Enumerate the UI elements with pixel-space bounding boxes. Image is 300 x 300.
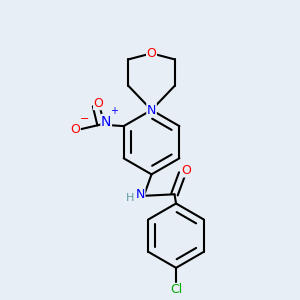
Text: N: N <box>101 115 111 128</box>
Text: Cl: Cl <box>170 284 182 296</box>
Text: O: O <box>181 164 191 177</box>
Text: O: O <box>70 123 80 136</box>
Text: N: N <box>136 188 145 201</box>
Text: −: − <box>80 114 89 124</box>
Text: N: N <box>147 103 156 116</box>
Text: O: O <box>94 97 103 110</box>
Text: O: O <box>147 47 157 60</box>
Text: +: + <box>110 106 118 116</box>
Text: H: H <box>126 193 134 203</box>
